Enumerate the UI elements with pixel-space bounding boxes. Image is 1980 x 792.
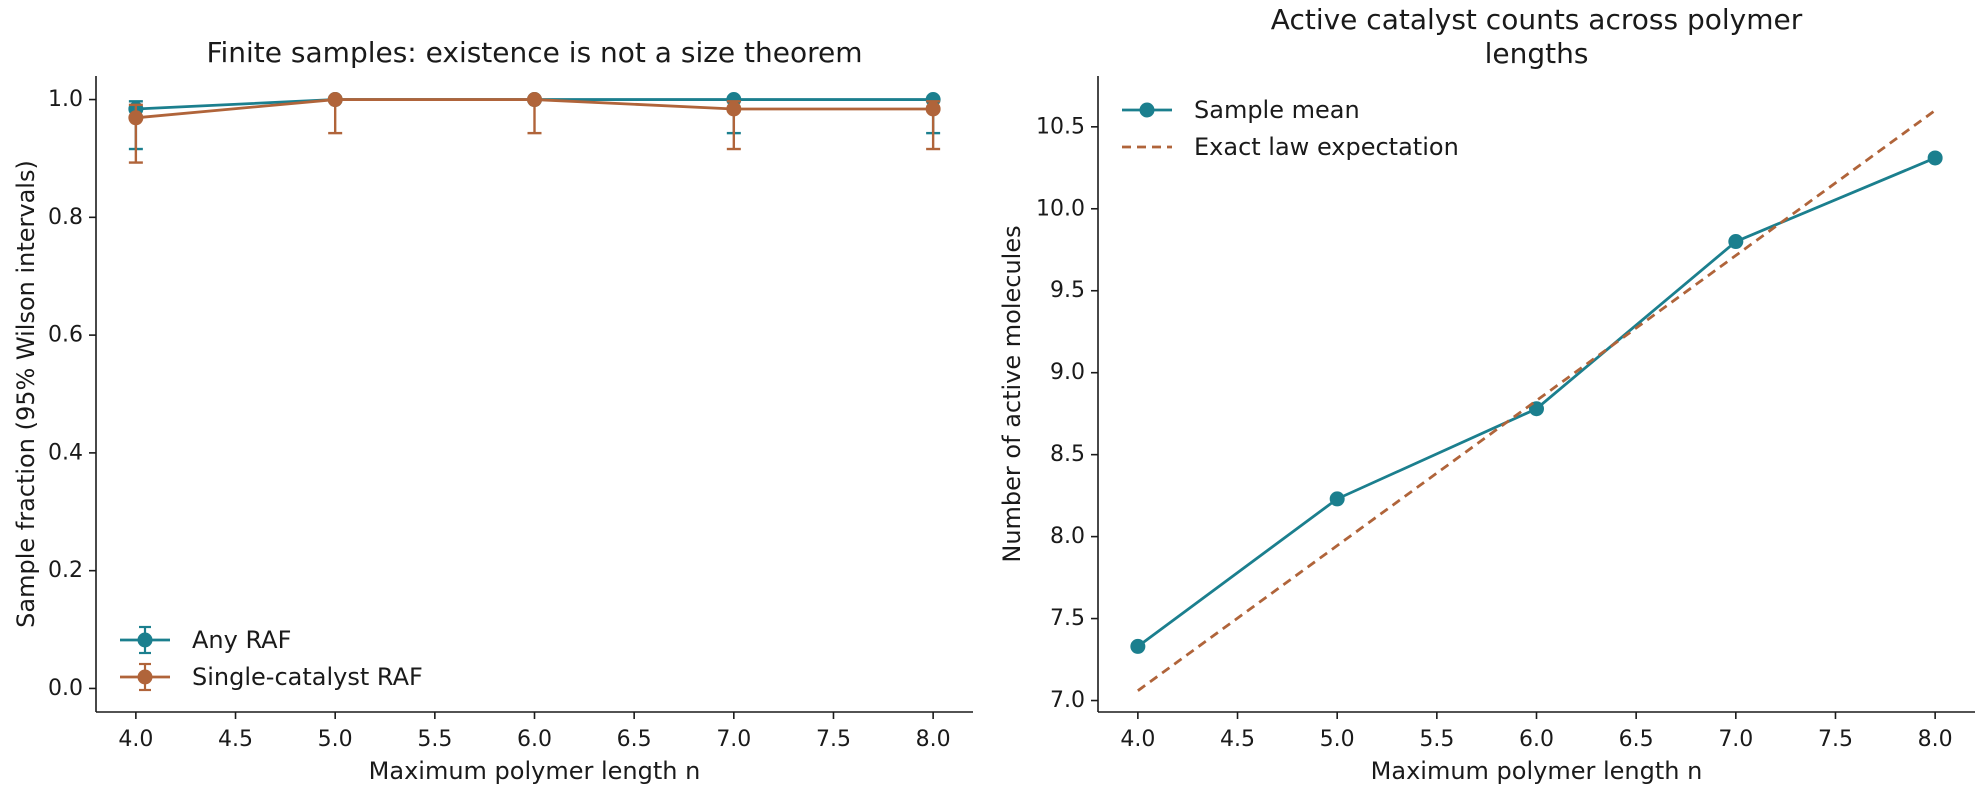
x-tick-label: 7.5 [1818, 727, 1853, 752]
legend-label: Any RAF [192, 626, 291, 654]
right-x-axis-label: Maximum polymer length n [1371, 757, 1703, 785]
legend-symbol [120, 662, 170, 692]
legend-marker [137, 669, 153, 685]
x-tick-label: 6.5 [617, 727, 652, 752]
x-tick-label: 8.0 [916, 727, 951, 752]
y-tick-label: 7.0 [1050, 688, 1085, 713]
left-legend: Any RAF Single-catalyst RAF [120, 625, 423, 692]
y-tick-label: 0.0 [48, 676, 83, 701]
x-tick-label: 8.0 [1918, 727, 1953, 752]
y-tick-label: 0.2 [48, 558, 83, 583]
right-axis-ticks: 4.0 4.5 5.0 5.5 6.0 6.5 7.0 7.5 8.0 7.0 7.5 8.0 8.5 9… [1036, 114, 1953, 752]
data-point [925, 101, 941, 117]
data-point [527, 92, 542, 108]
legend-label: Sample mean [1194, 96, 1360, 124]
data-point [327, 92, 343, 108]
y-tick-label: 0.8 [48, 205, 83, 230]
x-tick-label: 7.5 [816, 727, 851, 752]
x-tick-label: 6.5 [1619, 727, 1654, 752]
data-point [128, 110, 144, 126]
y-tick-label: 0.6 [48, 323, 83, 348]
x-tick-label: 5.0 [318, 727, 353, 752]
y-tick-label: 8.5 [1050, 442, 1085, 467]
series-sample-mean [1130, 150, 1943, 654]
legend-symbol [120, 625, 170, 655]
series-line [1137, 109, 1936, 692]
data-point [1130, 638, 1146, 654]
y-tick-label: 0.4 [48, 440, 83, 465]
x-tick-label: 6.0 [517, 727, 552, 752]
legend-entry-any-raf: Any RAF [120, 625, 291, 655]
left-chart-title: Finite samples: existence is not a size … [206, 36, 862, 69]
legend-entry-exact-law-expectation: Exact law expectation [1122, 133, 1459, 161]
series-single-catalyst-raf [128, 92, 941, 164]
series-exact-law-expectation [1137, 109, 1936, 692]
left-axis-ticks: 4.0 4.5 5.0 5.5 6.0 6.5 7.0 7.5 8.0 0.0 0.2 0.4 0.6 0… [48, 87, 951, 752]
legend-label: Exact law expectation [1194, 133, 1459, 161]
legend-marker [137, 632, 153, 648]
left-axis-spines [95, 76, 973, 713]
x-tick-label: 5.5 [1419, 727, 1454, 752]
y-tick-label: 10.5 [1036, 114, 1085, 139]
right-y-axis-label: Number of active molecules [998, 225, 1026, 562]
left-chart-marks [128, 92, 941, 164]
data-point [1728, 234, 1744, 250]
x-tick-label: 4.5 [1220, 727, 1255, 752]
x-tick-label: 7.0 [1718, 727, 1753, 752]
right-chart-title: Active catalyst counts across polymer len… [1271, 3, 1803, 70]
y-tick-label: 9.0 [1050, 360, 1085, 385]
right-axis-spines [1097, 76, 1975, 713]
y-tick-label: 1.0 [48, 87, 83, 112]
x-tick-label: 7.0 [716, 727, 751, 752]
y-tick-label: 10.0 [1036, 196, 1085, 221]
x-tick-label: 6.0 [1519, 727, 1554, 752]
left-x-axis-label: Maximum polymer length n [369, 757, 701, 785]
right-legend: Sample mean Exact law expectation [1122, 96, 1459, 161]
x-tick-label: 4.5 [218, 727, 253, 752]
legend-symbol [1122, 102, 1172, 118]
legend-marker [1139, 102, 1155, 118]
y-tick-label: 8.0 [1050, 524, 1085, 549]
y-tick-label: 9.5 [1050, 278, 1085, 303]
data-point [1329, 491, 1345, 507]
x-tick-label: 5.0 [1320, 727, 1355, 752]
left-chart-panel: Finite samples: existence is not a size … [12, 36, 973, 785]
x-tick-label: 5.5 [417, 727, 452, 752]
y-tick-label: 7.5 [1050, 606, 1085, 631]
right-chart-panel: Active catalyst counts across polymer len… [998, 3, 1975, 785]
left-y-axis-label: Sample fraction (95% Wilson intervals) [12, 160, 40, 628]
legend-label: Single-catalyst RAF [192, 663, 423, 691]
x-tick-label: 4.0 [118, 727, 153, 752]
legend-entry-single-catalyst-raf: Single-catalyst RAF [120, 662, 423, 692]
legend-entry-sample-mean: Sample mean [1122, 96, 1360, 124]
data-point [726, 101, 742, 117]
data-point [1927, 150, 1943, 166]
right-chart-marks [1130, 109, 1943, 692]
x-tick-label: 4.0 [1120, 727, 1155, 752]
